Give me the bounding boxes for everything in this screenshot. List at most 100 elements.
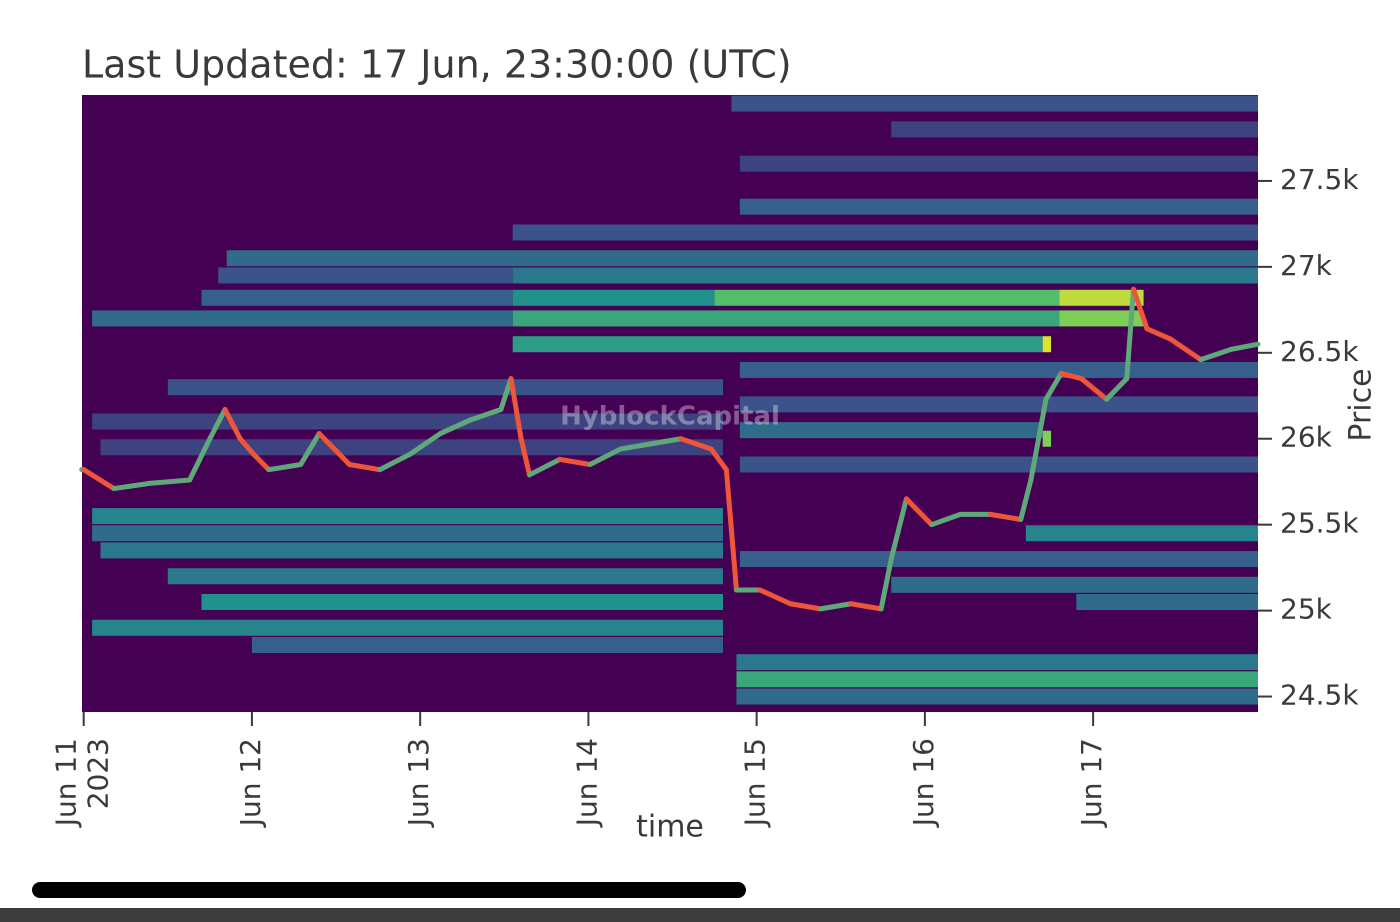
- bottom-bar: [0, 908, 1400, 922]
- price-segment: [1043, 370, 1064, 402]
- heat-band: [736, 671, 1258, 688]
- x-tick-label: Jun 15: [739, 738, 772, 828]
- heat-band: [739, 422, 1043, 439]
- heat-band: [167, 379, 723, 396]
- price-segment: [1131, 286, 1150, 332]
- heat-band: [739, 456, 1258, 473]
- x-tick-label: Jun 112023: [50, 738, 115, 828]
- price-segment: [298, 431, 322, 468]
- heatmap: [92, 95, 1259, 705]
- price-segment: [587, 446, 623, 468]
- heat-band: [512, 224, 1258, 241]
- heat-band: [92, 525, 723, 542]
- heat-band: [92, 413, 723, 430]
- price-segment: [787, 601, 824, 612]
- heat-band: [1025, 525, 1258, 542]
- heat-band: [201, 594, 723, 611]
- price-segment: [527, 456, 563, 478]
- price-segment: [377, 451, 413, 473]
- price-segment: [1028, 396, 1049, 483]
- heat-band: [739, 551, 1258, 568]
- price-segment: [222, 407, 243, 442]
- price-segment: [888, 496, 909, 562]
- x-tick-label: Jun 16: [907, 738, 940, 828]
- x-tick-label: Jun 13: [402, 738, 435, 828]
- heat-band: [739, 396, 1258, 413]
- y-tick-label: 24.5k: [1280, 679, 1359, 712]
- heat-band: [1042, 430, 1052, 447]
- heat-band: [92, 310, 513, 327]
- y-tick-label: 25.5k: [1280, 507, 1359, 540]
- y-tick-label: 25k: [1280, 593, 1333, 626]
- price-segment: [437, 417, 474, 437]
- heat-band: [714, 289, 1060, 306]
- heat-band: [1059, 289, 1144, 306]
- axes: Jun 112023 Jun 12 Jun 13 Jun 14 Jun 15 Jun 16…: [50, 163, 1360, 828]
- price-segment: [1018, 477, 1034, 523]
- price-segment: [818, 601, 854, 612]
- heat-band: [512, 336, 1043, 353]
- heat-band: [739, 155, 1258, 172]
- heat-band: [251, 636, 723, 653]
- heat-band: [891, 121, 1258, 138]
- price-segment: [1078, 376, 1110, 402]
- price-segment: [237, 436, 257, 457]
- price-segment: [508, 376, 524, 442]
- price-segment: [468, 407, 504, 423]
- home-indicator: [32, 882, 746, 898]
- y-tick-label: 26k: [1280, 421, 1333, 454]
- price-segment: [848, 601, 884, 612]
- heat-band: [731, 95, 1258, 112]
- price-segment: [648, 436, 684, 447]
- heat-band: [226, 250, 1259, 267]
- chart-title: Last Updated: 17 Jun, 23:30:00 (UTC): [82, 43, 792, 87]
- y-axis-title: Price: [1344, 368, 1379, 441]
- price-segment: [757, 587, 793, 607]
- price-segment: [111, 480, 152, 492]
- price-segment: [1124, 286, 1137, 382]
- x-tick-label: Jun 17: [1075, 738, 1108, 828]
- heat-band: [891, 576, 1258, 593]
- heat-band: [218, 267, 513, 284]
- heat-band: [1076, 594, 1258, 611]
- x-tick-label: Jun 12: [234, 738, 267, 828]
- price-segment: [316, 431, 353, 468]
- price-segment: [518, 436, 533, 478]
- price-segment: [1228, 341, 1261, 352]
- heat-band: [736, 654, 1258, 671]
- heat-band: [100, 439, 723, 456]
- price-segment: [187, 436, 213, 483]
- heat-band: [512, 267, 1258, 284]
- y-tick-label: 26.5k: [1280, 335, 1359, 368]
- heat-band: [736, 688, 1258, 705]
- heat-band: [100, 542, 723, 559]
- heat-band: [201, 289, 513, 306]
- price-segment: [678, 436, 714, 452]
- heat-band: [1042, 336, 1052, 353]
- heat-band: [512, 310, 1060, 327]
- y-tick-label: 27k: [1280, 249, 1333, 282]
- price-segment: [929, 511, 963, 528]
- y-tick-label: 27.5k: [1280, 163, 1359, 196]
- price-segment: [1168, 336, 1204, 363]
- price-segment: [251, 451, 272, 473]
- x-axis-title: time: [636, 810, 704, 845]
- price-segment: [987, 511, 1024, 523]
- price-segment: [407, 431, 443, 457]
- price-segment: [903, 496, 935, 528]
- price-segment: [347, 462, 383, 473]
- heat-band: [512, 289, 715, 306]
- heat-band: [739, 198, 1258, 215]
- heat-band: [92, 619, 723, 636]
- price-segment: [207, 407, 228, 442]
- price-segment: [878, 556, 894, 612]
- price-segment: [81, 467, 117, 492]
- x-tick-label: Jun 14: [570, 738, 603, 828]
- price-segment: [146, 477, 193, 486]
- price-segment: [266, 462, 304, 473]
- heat-band: [1059, 310, 1144, 327]
- heat-band: [167, 568, 723, 585]
- price-segment: [617, 441, 654, 452]
- price-segment: [723, 467, 739, 593]
